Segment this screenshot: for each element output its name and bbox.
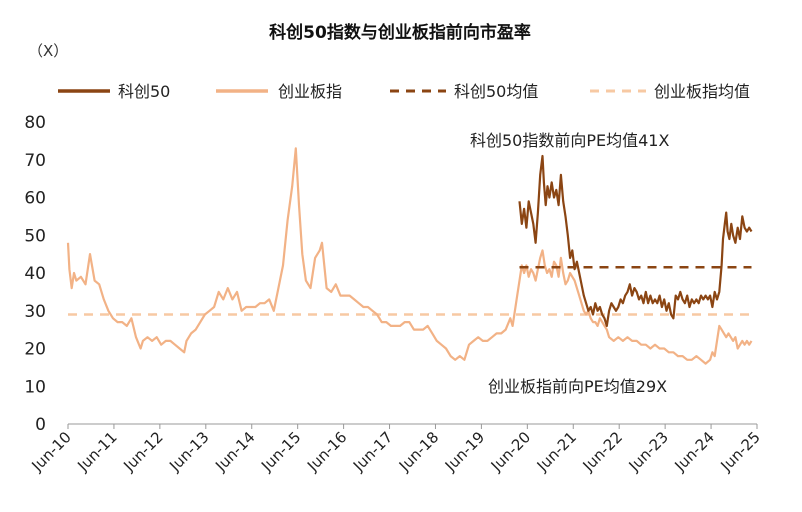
legend-label-chinext: 创业板指 <box>278 82 342 101</box>
x-tick-label: Jun-22 <box>579 428 626 475</box>
annotation-star50-mean: 科创50指数前向PE均值41X <box>470 131 669 150</box>
legend-label-chinext-mean: 创业板指均值 <box>654 82 750 101</box>
x-tick-label: Jun-13 <box>165 428 212 475</box>
x-tick-label: Jun-10 <box>27 428 74 475</box>
x-tick-label: Jun-19 <box>441 428 488 475</box>
y-tick-label: 10 <box>24 377 46 397</box>
x-tick-label: Jun-18 <box>395 428 442 475</box>
x-tick-label: Jun-17 <box>349 428 396 475</box>
y-axis: 0 10 20 30 40 50 60 70 80 <box>24 113 46 435</box>
y-tick-label: 80 <box>24 113 46 133</box>
series-chinext-line <box>66 147 753 365</box>
y-tick-label: 0 <box>35 415 46 435</box>
legend: 科创50 创业板指 科创50均值 创业板指均值 <box>58 82 750 101</box>
x-tick-label: Jun-12 <box>119 428 166 475</box>
y-tick-label: 40 <box>24 264 46 284</box>
chart-title: 科创50指数与创业板指前向市盈率 <box>269 22 531 43</box>
annotation-chinext-mean: 创业板指前向PE均值29X <box>488 377 667 396</box>
legend-label-star50: 科创50 <box>118 82 170 101</box>
x-tick-label: Jun-16 <box>303 428 350 475</box>
x-tick-label: Jun-25 <box>716 428 763 475</box>
x-tick-label: Jun-21 <box>533 428 580 475</box>
series-star50-line <box>518 154 753 327</box>
x-tick-label: Jun-14 <box>211 428 258 475</box>
legend-label-star50-mean: 科创50均值 <box>454 82 538 101</box>
x-tick-label: Jun-11 <box>73 428 120 475</box>
y-tick-label: 60 <box>24 189 46 209</box>
y-tick-label: 20 <box>24 340 46 360</box>
y-tick-label: 70 <box>24 151 46 171</box>
x-tick-label: Jun-20 <box>487 428 534 475</box>
unit-label: （X） <box>28 42 68 60</box>
y-tick-label: 30 <box>24 302 46 322</box>
x-axis: Jun-10 Jun-11 Jun-12 Jun-13 Jun-14 Jun-15 Jun-… <box>27 424 764 475</box>
x-tick-label: Jun-15 <box>257 428 304 475</box>
series-layer <box>66 147 753 365</box>
x-tick-label: Jun-24 <box>671 428 718 475</box>
x-tick-label: Jun-23 <box>625 428 672 475</box>
y-tick-label: 50 <box>24 226 46 246</box>
